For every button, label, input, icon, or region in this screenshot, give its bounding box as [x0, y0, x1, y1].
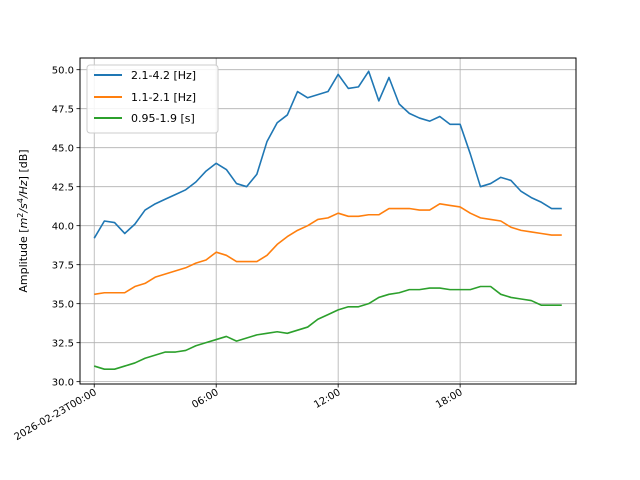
legend-label-2-1-4-2-hz: 2.1-4.2 [Hz] — [131, 69, 196, 82]
y-axis-label-exp4: 4 — [16, 198, 25, 203]
y-axis-label: Amplitude [m2/s4/Hz] [dB] — [16, 149, 30, 292]
y-tick-label: 37.5 — [52, 260, 74, 271]
y-tick-label: 42.5 — [52, 182, 74, 193]
legend-label-1-1-2-1-hz: 1.1-2.1 [Hz] — [131, 91, 196, 104]
y-axis-label-s: /s — [17, 203, 30, 214]
y-axis-label-m: m — [17, 218, 30, 229]
y-tick-label: 35.0 — [52, 299, 74, 310]
series-group — [93, 70, 562, 370]
y-axis-label-suffix: ] [dB] — [17, 149, 30, 180]
series-line-1-1-2-1-hz — [94, 203, 562, 296]
series-line-2-1-4-2-hz — [93, 70, 562, 239]
y-axis-label-prefix: Amplitude [ — [17, 228, 30, 292]
legend-label-0-95-1-9-s: 0.95-1.9 [s] — [131, 112, 195, 125]
y-tick-label: 50.0 — [52, 65, 74, 76]
y-tick-label: 40.0 — [52, 221, 74, 232]
y-tick-label: 32.5 — [52, 338, 74, 349]
y-tick-label: 30.0 — [52, 377, 74, 388]
y-tick-label: 47.5 — [52, 104, 74, 115]
legend: 2.1-4.2 [Hz] 1.1-2.1 [Hz] 0.95-1.9 [s] — [86, 64, 219, 134]
y-axis-label-exp2: 2 — [16, 213, 25, 218]
legend-box — [86, 64, 219, 134]
y-tick-label: 45.0 — [52, 143, 74, 154]
series-line-0-95-1-9-s — [93, 285, 562, 370]
y-axis-label-hz: /Hz — [17, 180, 30, 199]
plot-frame — [79, 57, 577, 385]
